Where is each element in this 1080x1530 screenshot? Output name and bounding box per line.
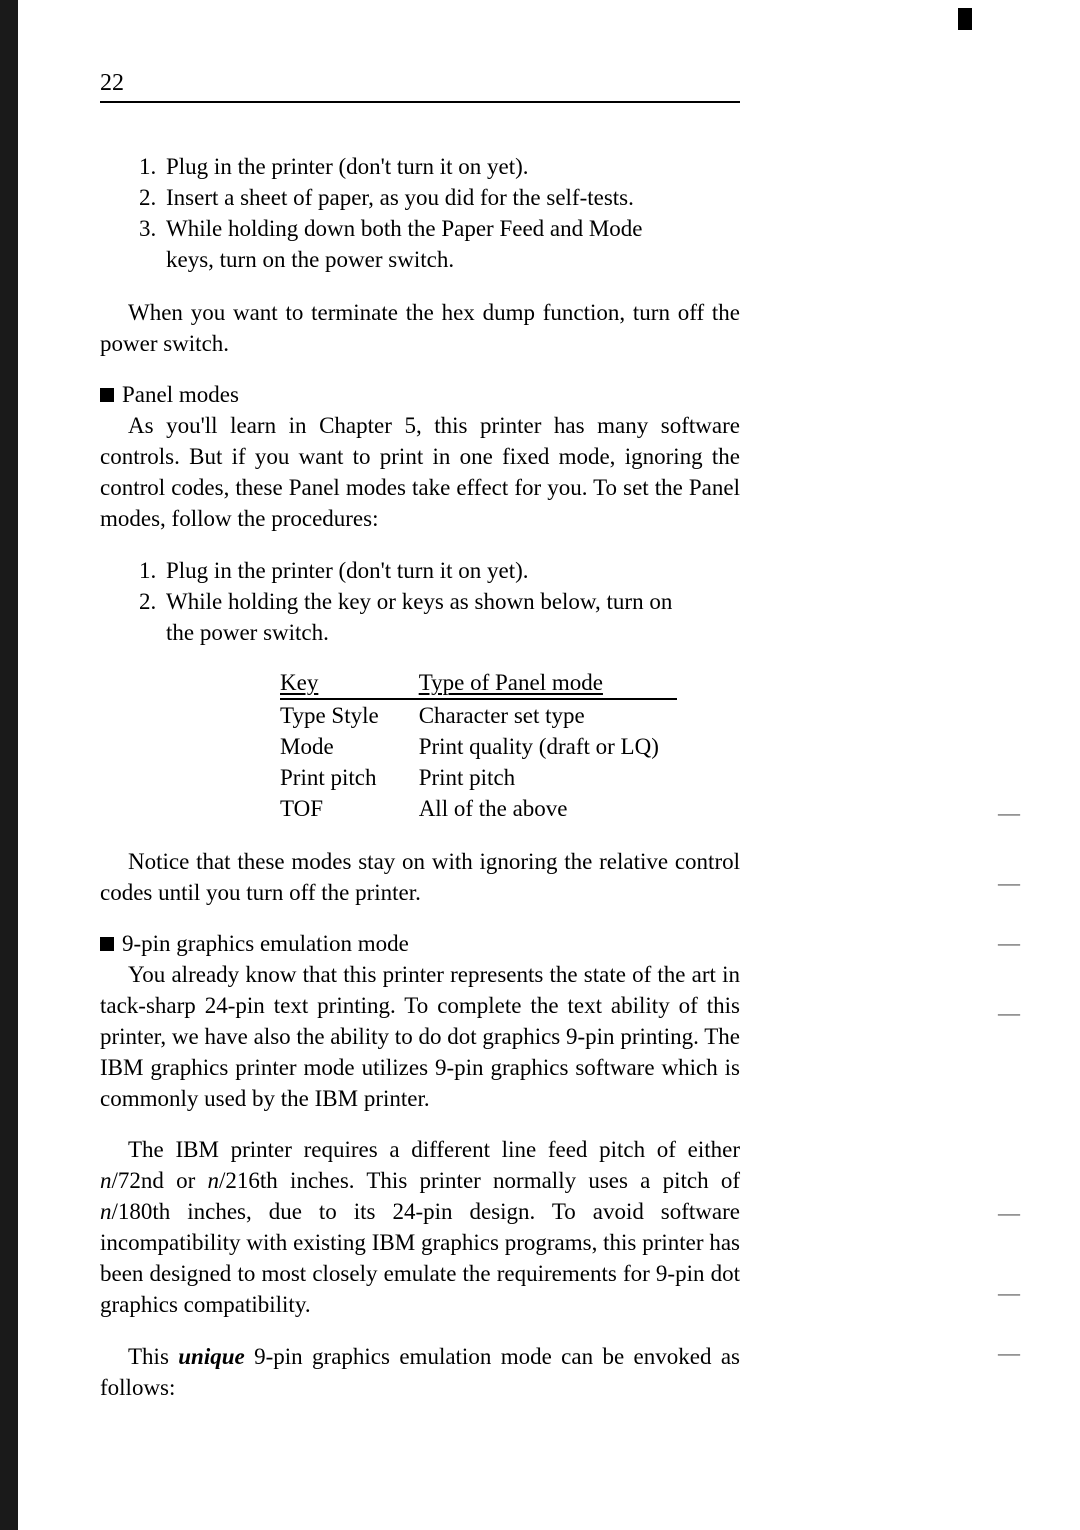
list-item: Insert a sheet of paper, as you did for … [162,182,690,213]
table-cell: TOF [280,793,419,824]
paragraph-9pin-2: The IBM printer requires a different lin… [100,1134,740,1320]
table-header: Type of Panel mode [419,670,677,699]
table-cell: Character set type [419,699,677,731]
table-header: Key [280,670,419,699]
table-cell: All of the above [419,793,677,824]
table-row: TOF All of the above [280,793,677,824]
table-header-row: Key Type of Panel mode [280,670,677,699]
paragraph-9pin-3: This unique 9-pin graphics emulation mod… [100,1341,740,1403]
italic-n: n [100,1168,112,1193]
list-item: Plug in the printer (don't turn it on ye… [162,555,690,586]
procedure-list-2: Plug in the printer (don't turn it on ye… [100,555,690,648]
procedure-list-1: Plug in the printer (don't turn it on ye… [100,151,690,275]
paragraph-panel-intro: As you'll learn in Chapter 5, this print… [100,410,740,534]
dash-mark: — [998,1200,1020,1226]
dash-mark: — [998,800,1020,826]
table-cell: Mode [280,731,419,762]
dash-mark: — [998,870,1020,896]
dash-mark: — [998,930,1020,956]
table-row: Mode Print quality (draft or LQ) [280,731,677,762]
dash-mark: — [998,1340,1020,1366]
dash-mark: — [998,1280,1020,1306]
square-bullet-icon [100,388,114,402]
scan-edge [0,0,18,1530]
section-title: 9-pin graphics emulation mode [122,931,409,956]
panel-mode-table: Key Type of Panel mode Type Style Charac… [280,670,677,824]
italic-n: n [100,1199,112,1224]
table-cell: Print pitch [280,762,419,793]
text: /72nd or [112,1168,208,1193]
text: The IBM printer requires a different lin… [128,1137,740,1162]
section-heading-panel: Panel modes [100,379,740,410]
square-bullet-icon [100,937,114,951]
list-item: While holding the key or keys as shown b… [162,586,690,648]
text: /180th inches, due to its 24-pin design.… [100,1199,740,1317]
section-heading-9pin: 9-pin graphics emulation mode [100,928,740,959]
section-title: Panel modes [122,382,239,407]
dash-mark: — [998,1000,1020,1026]
paragraph-notice: Notice that these modes stay on with ign… [100,846,740,908]
table-row: Print pitch Print pitch [280,762,677,793]
table-cell: Print pitch [419,762,677,793]
bold-italic-unique: unique [178,1344,244,1369]
text: /216th inches. This printer normally use… [219,1168,740,1193]
table-cell: Print quality (draft or LQ) [419,731,677,762]
italic-n: n [208,1168,220,1193]
table-cell: Type Style [280,699,419,731]
paragraph-9pin-1: You already know that this printer repre… [100,959,740,1114]
scan-artifact [958,8,972,30]
table-row: Type Style Character set type [280,699,677,731]
page-number: 22 [100,70,740,103]
list-item: Plug in the printer (don't turn it on ye… [162,151,690,182]
list-item: While holding down both the Paper Feed a… [162,213,690,275]
page-content: 22 Plug in the printer (don't turn it on… [0,0,780,1483]
text: This [128,1344,178,1369]
paragraph-hex-dump: When you want to terminate the hex dump … [100,297,740,359]
